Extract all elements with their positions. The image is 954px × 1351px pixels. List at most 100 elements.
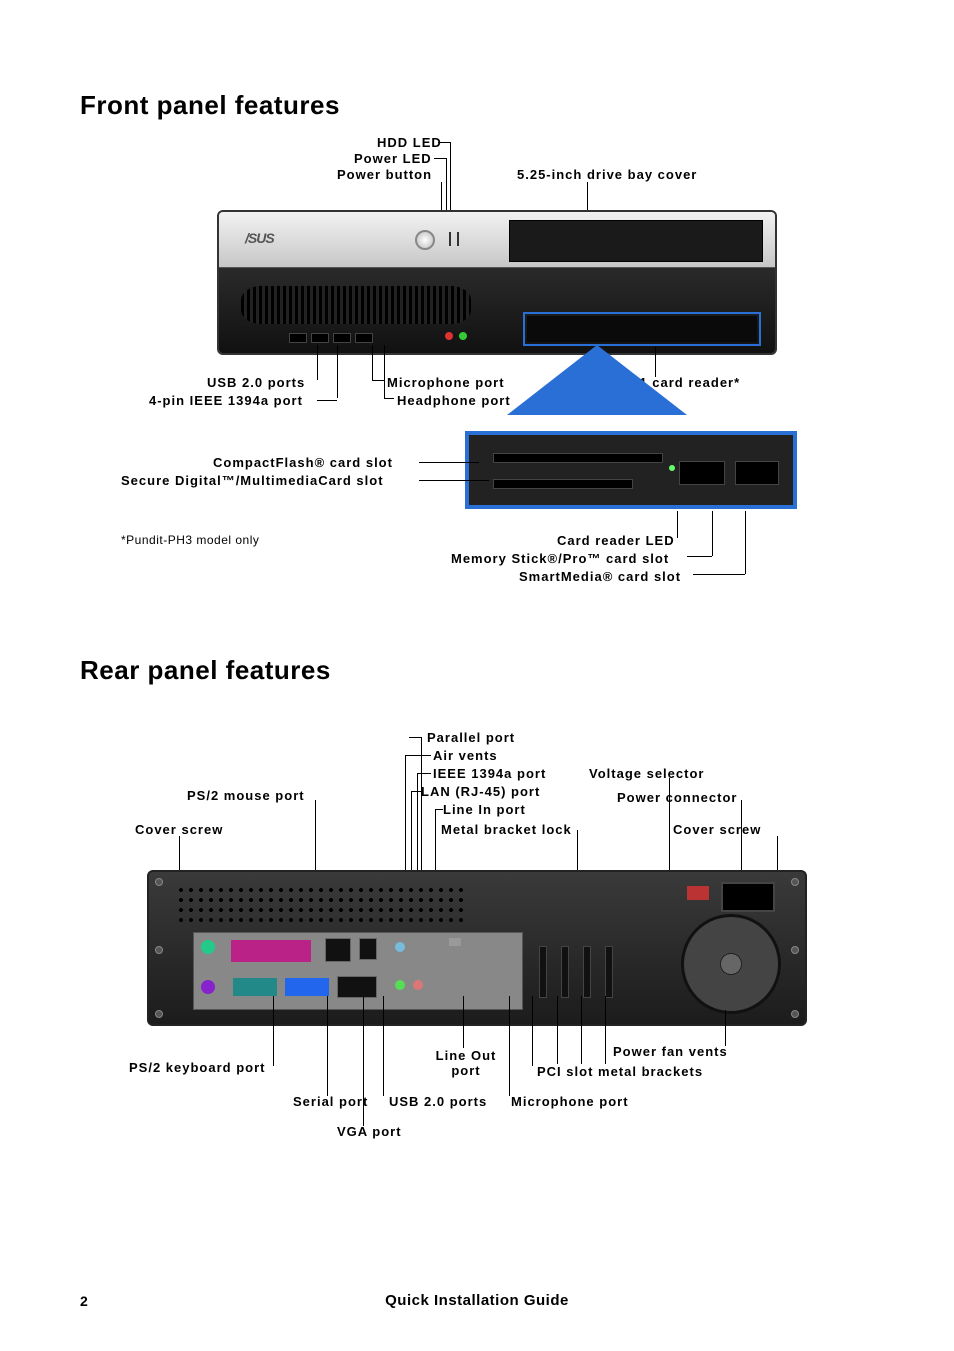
page: Front panel features HDD LED Power LED P… xyxy=(0,0,954,1351)
label-sdmm: Secure Digital™/MultimediaCard slot xyxy=(121,473,384,488)
drive-bay-icon xyxy=(509,220,763,262)
leader-line xyxy=(693,574,745,575)
label-ieee1394: 4-pin IEEE 1394a port xyxy=(149,393,303,408)
leader-line xyxy=(383,996,384,1096)
label-bracket-lock: Metal bracket lock xyxy=(441,822,572,837)
label-headphone: Headphone port xyxy=(397,393,511,408)
label-drive-bay: 5.25-inch drive bay cover xyxy=(517,167,697,182)
linein-jack-icon xyxy=(395,942,405,952)
pci-slots-icon xyxy=(539,946,669,998)
front-panel-section: Front panel features HDD LED Power LED P… xyxy=(80,90,874,635)
leader-line xyxy=(384,398,394,399)
mic-jack-icon xyxy=(445,332,453,340)
leader-line xyxy=(725,1010,726,1046)
screw-icon xyxy=(791,946,799,954)
leader-line xyxy=(463,996,464,1048)
ms-slot-icon xyxy=(679,461,725,485)
power-socket-icon xyxy=(721,882,775,912)
label-mspro: Memory Stick®/Pro™ card slot xyxy=(451,551,669,566)
front-heading: Front panel features xyxy=(80,90,874,121)
leader-line xyxy=(419,480,489,481)
leader-line xyxy=(581,996,582,1064)
serial-port-icon xyxy=(233,978,277,996)
voltage-selector-icon xyxy=(687,886,709,900)
power-button-icon xyxy=(415,230,435,250)
leader-line xyxy=(435,809,443,810)
label-cf: CompactFlash® card slot xyxy=(213,455,393,470)
leader-line xyxy=(405,755,431,756)
led-icon xyxy=(457,232,459,246)
label-ps2kb: PS/2 keyboard port xyxy=(129,1060,265,1075)
front-panel-figure: HDD LED Power LED Power button 5.25-inch… xyxy=(157,135,797,635)
footnote: *Pundit-PH3 model only xyxy=(121,533,259,547)
sm-slot-icon xyxy=(735,461,779,485)
leader-line xyxy=(446,158,447,218)
label-cover-screw-r: Cover screw xyxy=(673,822,761,837)
headphone-jack-icon xyxy=(459,332,467,340)
leader-line xyxy=(605,996,606,1064)
rear-heading: Rear panel features xyxy=(80,655,874,686)
label-ps2mouse: PS/2 mouse port xyxy=(187,788,305,803)
leader-line xyxy=(337,345,338,398)
label-mic: Microphone port xyxy=(387,375,505,390)
label-usb: USB 2.0 ports xyxy=(389,1094,487,1109)
leader-line xyxy=(372,380,384,381)
parallel-port-icon xyxy=(231,940,311,962)
footer-title: Quick Installation Guide xyxy=(0,1292,954,1309)
leader-line xyxy=(372,345,373,380)
asus-logo: /SUS xyxy=(245,230,274,246)
leader-line xyxy=(509,996,510,1096)
case-top: /SUS xyxy=(219,212,775,268)
sd-slot-icon xyxy=(493,479,633,489)
leader-line xyxy=(363,996,364,1126)
air-vent-icon xyxy=(177,886,467,922)
leader-line xyxy=(409,737,421,738)
leader-line xyxy=(712,511,713,556)
ps2-keyboard-icon xyxy=(201,980,215,994)
label-serial: Serial port xyxy=(293,1094,368,1109)
label-power-button: Power button xyxy=(337,167,432,182)
label-lan: LAN (RJ-45) port xyxy=(421,784,540,799)
ps2-mouse-icon xyxy=(201,940,215,954)
fan-icon xyxy=(681,914,781,1014)
label-linein: Line In port xyxy=(443,802,526,817)
screw-icon xyxy=(791,878,799,886)
leader-line xyxy=(327,996,328,1096)
led-icon xyxy=(449,232,451,246)
screw-icon xyxy=(155,1010,163,1018)
card-reader-outline xyxy=(523,312,761,346)
leader-line xyxy=(419,462,479,463)
cf-slot-icon xyxy=(493,453,663,463)
label-hdd-led: HDD LED xyxy=(377,135,442,150)
bracket-lock-icon xyxy=(449,938,461,946)
leader-line xyxy=(450,142,451,218)
mic-jack-icon xyxy=(413,980,423,990)
rear-panel-figure: Parallel port Air vents IEEE 1394a port … xyxy=(137,700,817,1200)
label-pci: PCI slot metal brackets xyxy=(537,1064,703,1079)
vga-port-icon xyxy=(285,978,329,996)
label-power-conn: Power connector xyxy=(617,790,737,805)
ieee1394-port-icon xyxy=(359,938,377,960)
label-power-led: Power LED xyxy=(354,151,432,166)
leader-line xyxy=(317,345,318,380)
leader-line xyxy=(557,996,558,1064)
leader-line xyxy=(434,158,446,159)
leader-line xyxy=(417,773,431,774)
zoom-wedge xyxy=(507,345,687,415)
label-usb: USB 2.0 ports xyxy=(207,375,305,390)
leader-line xyxy=(438,142,450,143)
rear-panel-section: Rear panel features Parallel port Air ve… xyxy=(80,655,874,1200)
label-vga: VGA port xyxy=(337,1124,402,1139)
leader-line xyxy=(317,400,337,401)
lineout-jack-icon xyxy=(395,980,405,990)
leader-line xyxy=(745,511,746,574)
label-voltage: Voltage selector xyxy=(589,766,704,781)
reader-led-icon xyxy=(669,465,675,471)
rear-case-illustration xyxy=(147,870,807,1026)
front-ports-icon xyxy=(289,330,439,344)
label-air-vents: Air vents xyxy=(433,748,498,763)
front-case-illustration: /SUS xyxy=(217,210,777,355)
card-reader-enlarged xyxy=(465,431,797,509)
label-lineout: Line Out port xyxy=(431,1048,501,1078)
label-ieee1394: IEEE 1394a port xyxy=(433,766,546,781)
